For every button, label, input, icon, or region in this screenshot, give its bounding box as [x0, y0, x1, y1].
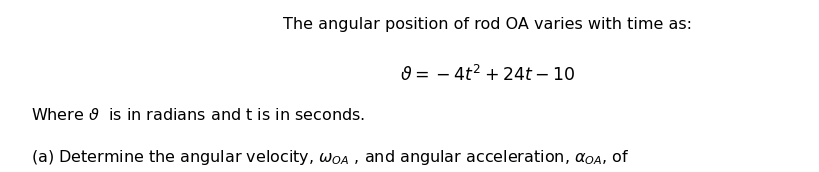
Text: (a) Determine the angular velocity, $\omega_{OA}$ , and angular acceleration, $\: (a) Determine the angular velocity, $\om…	[31, 148, 629, 167]
Text: $\vartheta = -4t^2 + 24t - 10$: $\vartheta = -4t^2 + 24t - 10$	[400, 65, 575, 85]
Text: The angular position of rod OA varies with time as:: The angular position of rod OA varies wi…	[283, 17, 691, 32]
Text: Where $\vartheta$  is in radians and t is in seconds.: Where $\vartheta$ is in radians and t is…	[31, 107, 364, 123]
